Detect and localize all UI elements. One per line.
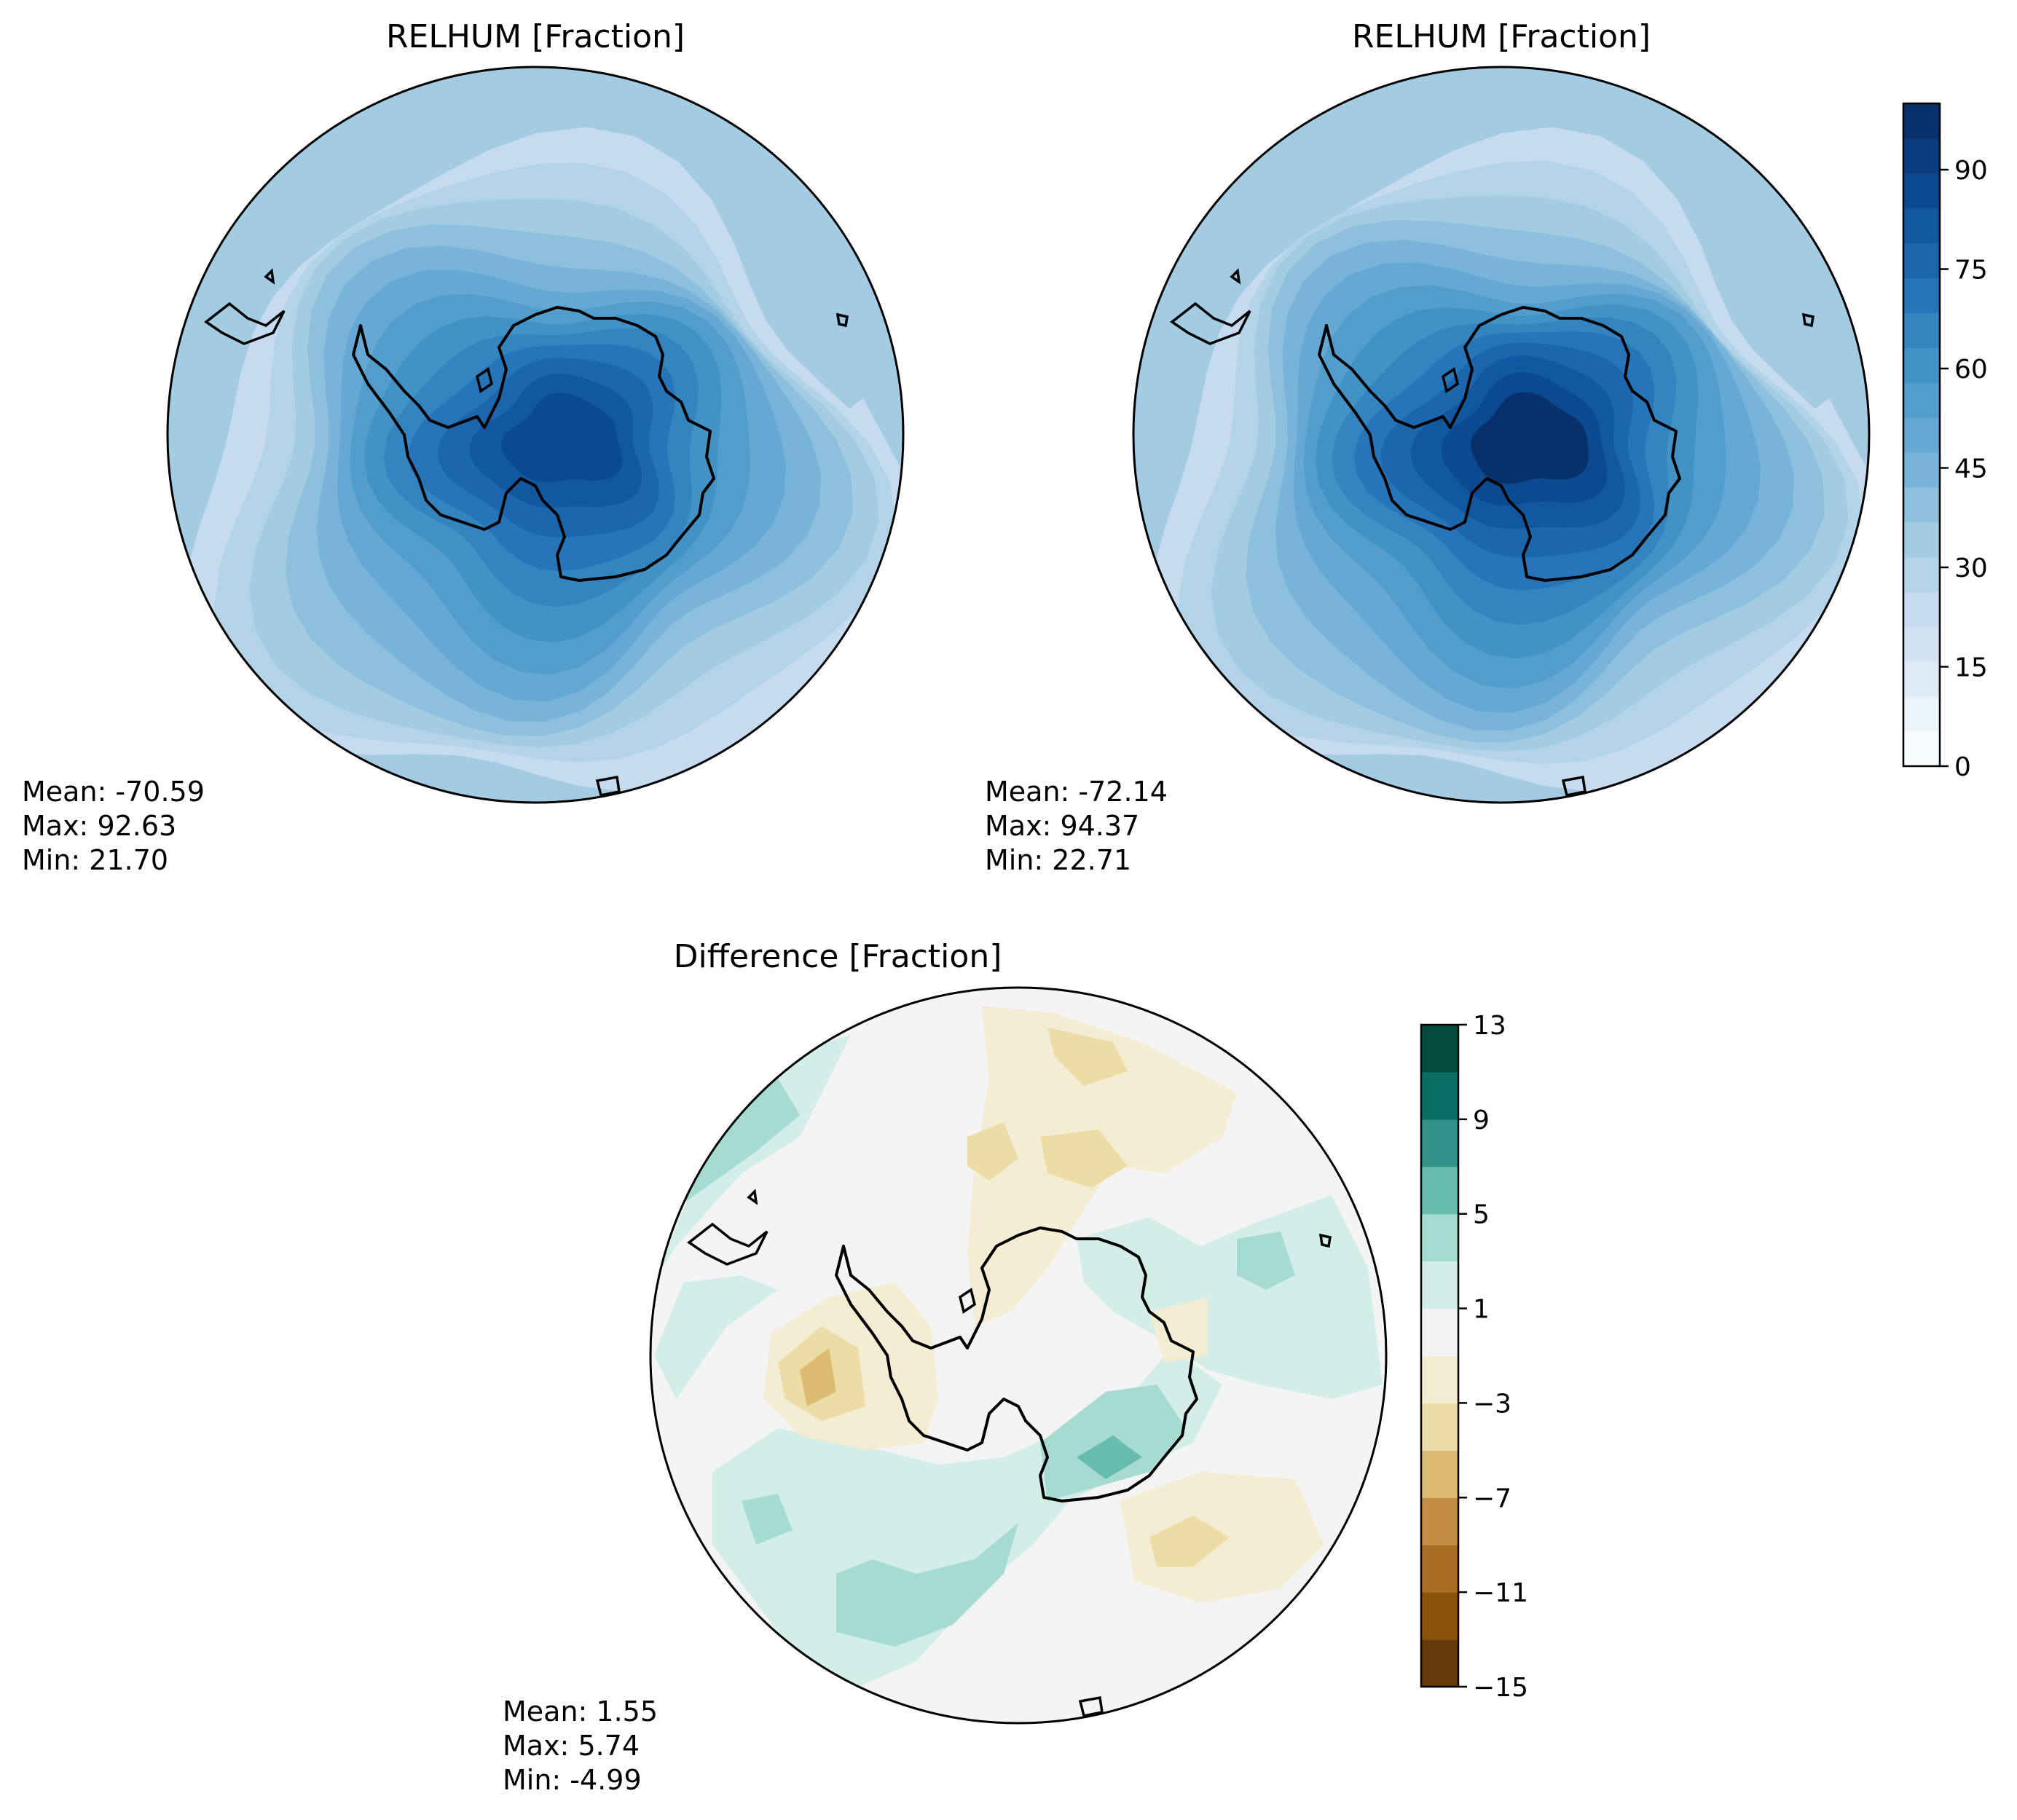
difference-colorbar-bin [1421, 1261, 1458, 1309]
panel-a-mean: Mean: -70.59 [22, 776, 205, 808]
panel-c-coastline [687, 1189, 1332, 1718]
difference-colorbar: 13 9 5 1 −3 −7 −11 −15 [1420, 1011, 1528, 1703]
difference-colorbar-tick-label: −15 [1473, 1673, 1528, 1703]
difference-colorbar-bin [1421, 1213, 1458, 1262]
relhum-colorbar-bin [1903, 591, 1940, 628]
panel-b-coastline [1170, 268, 1814, 797]
relhum-colorbar-bin [1903, 626, 1940, 662]
panel-c: Difference [Fraction] [503, 938, 1388, 1796]
relhum-colorbar-bin [1903, 208, 1940, 244]
difference-colorbar-bin [1421, 1497, 1458, 1545]
relhum-colorbar-tick-label: 75 [1954, 256, 1988, 285]
panel-b-max: Max: 94.37 [985, 810, 1139, 842]
relhum-colorbar-tick-label: 45 [1954, 454, 1988, 484]
panel-a: RELHUM [Fraction] Mean: -70.59 Max: 92.6… [22, 18, 905, 876]
difference-colorbar-bin [1421, 1592, 1458, 1640]
difference-colorbar-tick-label: −3 [1473, 1389, 1511, 1419]
panel-b-boundary [1132, 66, 1871, 804]
difference-colorbar-bin [1421, 1639, 1458, 1687]
panel-a-coastline [204, 268, 849, 797]
relhum-colorbar-bin [1903, 696, 1940, 732]
difference-colorbar-bin [1421, 1545, 1458, 1593]
panel-c-map [650, 988, 1386, 1723]
panel-b: RELHUM [Fraction] Mean: -72.14 Max: 94.3… [985, 18, 1871, 876]
panel-b-band-90 [1471, 392, 1589, 484]
relhum-colorbar-bin [1903, 312, 1940, 348]
difference-colorbar-tick-label: 1 [1473, 1295, 1490, 1325]
relhum-colorbar-bin [1903, 556, 1940, 593]
difference-colorbar-bin [1421, 1403, 1458, 1451]
panel-a-min: Min: 21.70 [22, 844, 168, 876]
difference-colorbar-bin [1421, 1025, 1458, 1073]
relhum-colorbar-bin [1903, 417, 1940, 453]
panel-c-min: Min: -4.99 [503, 1764, 642, 1796]
difference-colorbar-bin [1421, 1119, 1458, 1167]
relhum-colorbar-bin [1903, 731, 1940, 767]
difference-colorbar-tick-label: 9 [1473, 1106, 1490, 1135]
relhum-colorbar-tick-label: 0 [1954, 752, 1971, 782]
panel-b-map [1133, 67, 1869, 803]
difference-colorbar-bin [1421, 1450, 1458, 1498]
relhum-colorbar-bin [1903, 173, 1940, 209]
relhum-colorbar-bin [1903, 382, 1940, 418]
difference-colorbar-bin [1421, 1071, 1458, 1120]
relhum-colorbar-tick-label: 30 [1954, 554, 1988, 583]
relhum-colorbar-tick-label: 15 [1954, 653, 1988, 683]
relhum-colorbar-bin [1903, 521, 1940, 558]
panel-b-title: RELHUM [Fraction] [1352, 18, 1651, 55]
difference-colorbar-tick-label: −7 [1473, 1484, 1511, 1513]
panel-a-max: Max: 92.63 [22, 810, 176, 842]
relhum-colorbar-bin [1903, 138, 1940, 174]
panel-a-field [182, 127, 903, 792]
panel-a-boundary [166, 66, 905, 804]
difference-colorbar-tick-label: 5 [1473, 1200, 1490, 1230]
difference-colorbar-bin [1421, 1355, 1458, 1404]
panel-c-boundary [649, 986, 1388, 1725]
relhum-colorbar-bin [1903, 486, 1940, 523]
relhum-colorbar-bin [1903, 103, 1940, 139]
relhum-colorbar-tick-label: 90 [1954, 156, 1988, 186]
difference-colorbar-tick-label: 13 [1473, 1011, 1506, 1041]
difference-colorbar-bin [1421, 1166, 1458, 1215]
panel-c-title: Difference [Fraction] [674, 938, 1002, 975]
panel-a-band-85 [501, 393, 623, 483]
panel-b-mean: Mean: -72.14 [985, 776, 1168, 808]
relhum-colorbar: 0 15 30 45 60 75 90 [1902, 102, 1988, 782]
difference-colorbar-bin [1421, 1308, 1458, 1357]
relhum-colorbar-bin [1903, 452, 1940, 488]
relhum-colorbar-bin [1903, 661, 1940, 697]
relhum-colorbar-tick-label: 60 [1954, 355, 1988, 385]
panel-a-title: RELHUM [Fraction] [386, 18, 685, 55]
difference-colorbar-tick-label: −11 [1473, 1578, 1528, 1608]
relhum-colorbar-bin [1903, 277, 1940, 313]
relhum-colorbar-bin [1903, 347, 1940, 383]
panel-c-mean: Mean: 1.55 [503, 1695, 658, 1728]
panel-c-max: Max: 5.74 [503, 1730, 640, 1762]
panel-c-field [654, 1006, 1383, 1690]
panel-b-min: Min: 22.71 [985, 844, 1131, 876]
relhum-colorbar-frame [1902, 102, 1941, 768]
relhum-colorbar-bin [1903, 243, 1940, 279]
difference-colorbar-frame [1420, 1023, 1460, 1688]
panel-a-map [168, 67, 903, 803]
